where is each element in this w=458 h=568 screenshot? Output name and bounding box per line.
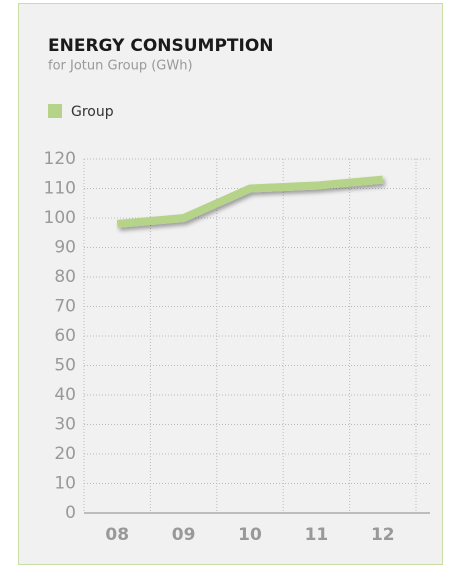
chart-subtitle: for Jotun Group (GWh) — [48, 59, 193, 74]
panel — [18, 3, 443, 565]
y-tick-label: 90 — [54, 238, 76, 258]
y-tick-label: 50 — [54, 356, 76, 376]
y-tick-label: 0 — [65, 503, 76, 523]
x-tick-label: 08 — [105, 525, 129, 545]
x-tick-label: 12 — [371, 525, 395, 545]
x-tick-label: 11 — [305, 525, 329, 545]
y-tick-label: 60 — [54, 326, 76, 346]
y-tick-label: 40 — [54, 385, 76, 405]
line — [116, 175, 384, 228]
y-tick-label: 30 — [54, 415, 76, 435]
y-tick-label: 120 — [44, 149, 76, 169]
y-tick-label: 10 — [54, 474, 76, 494]
y-tick-label: 70 — [54, 297, 76, 317]
legend-swatch — [48, 104, 62, 118]
legend-label: Group — [71, 104, 114, 120]
y-tick-label: 20 — [54, 444, 76, 464]
y-tick-label: 80 — [54, 267, 76, 287]
x-tick-label: 10 — [238, 525, 262, 545]
x-tick-label: 09 — [172, 525, 196, 545]
chart-title: ENERGY CONSUMPTION — [48, 36, 274, 56]
y-tick-label: 110 — [44, 179, 76, 199]
y-tick-label: 100 — [44, 208, 76, 228]
